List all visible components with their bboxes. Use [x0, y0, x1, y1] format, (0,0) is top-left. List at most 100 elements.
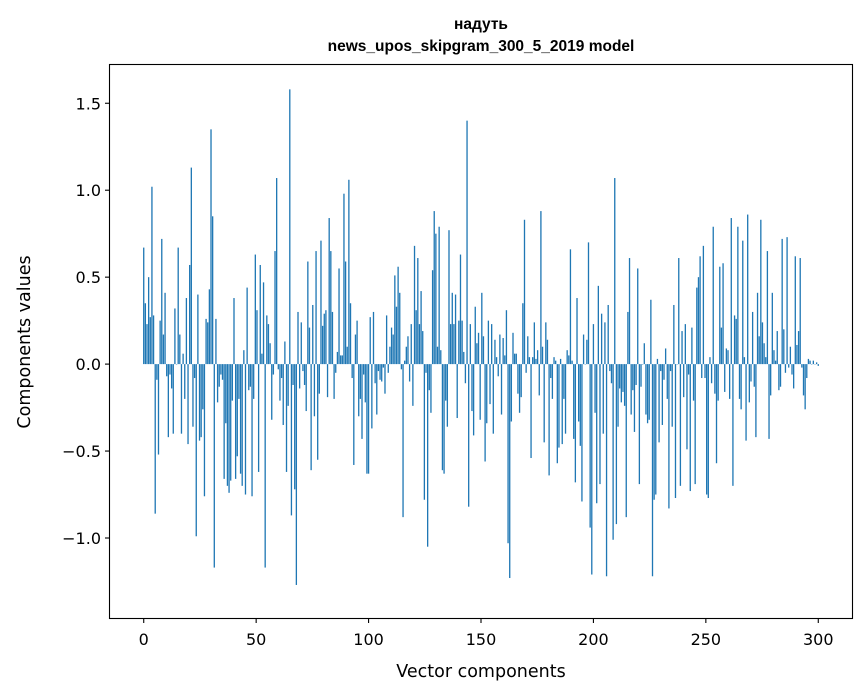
bar [374, 364, 376, 384]
bar [714, 364, 716, 394]
bar [249, 364, 252, 387]
bar [326, 364, 329, 398]
bar [697, 277, 700, 365]
bar [706, 364, 708, 495]
bar [817, 364, 819, 366]
bar [179, 334, 181, 365]
bar [658, 364, 660, 443]
bar [733, 315, 736, 365]
bar [615, 364, 618, 525]
bar [517, 364, 519, 394]
bar [610, 364, 613, 384]
bar [671, 364, 673, 427]
bar [170, 364, 173, 389]
bar [477, 332, 480, 365]
bar [612, 364, 614, 540]
bar [704, 364, 706, 379]
bar [215, 318, 217, 365]
bar [530, 364, 532, 459]
bar [701, 364, 703, 379]
bar [573, 364, 575, 439]
bar [653, 364, 655, 500]
bar [269, 343, 271, 365]
bar [451, 292, 453, 365]
bar [640, 364, 642, 387]
bar [402, 364, 404, 518]
bar [271, 364, 273, 420]
bar [146, 324, 148, 365]
bar [253, 364, 255, 399]
bar [748, 364, 750, 403]
bar [349, 303, 352, 365]
bar [623, 364, 626, 406]
bar [197, 294, 199, 365]
bar [622, 364, 624, 392]
bar [295, 364, 298, 585]
bar [205, 318, 207, 365]
bar [330, 251, 332, 365]
bar [664, 348, 667, 365]
bar [578, 364, 580, 422]
bar [687, 364, 690, 375]
bar [594, 364, 596, 413]
bar [243, 350, 245, 365]
bar [683, 364, 685, 398]
bar [376, 364, 378, 415]
bar [384, 364, 386, 394]
bar [600, 313, 603, 365]
bar [479, 364, 481, 420]
bar [212, 216, 214, 365]
bar [763, 343, 765, 365]
bar [190, 167, 192, 365]
bar [628, 258, 631, 365]
bar [147, 277, 150, 365]
bar [387, 364, 389, 373]
bar [300, 322, 302, 365]
bar [558, 364, 560, 448]
bar [317, 364, 319, 460]
bar [696, 287, 698, 365]
bar [505, 310, 508, 365]
y-tick-label: 0.0 [76, 355, 101, 374]
bar [807, 358, 810, 365]
bar [446, 364, 449, 427]
bar [193, 364, 196, 379]
bar [702, 245, 705, 365]
bar [574, 364, 577, 483]
bar [527, 336, 529, 365]
x-tick-label: 150 [466, 630, 497, 649]
bar [272, 364, 275, 375]
bar [509, 364, 511, 579]
bar [715, 364, 718, 464]
bar [356, 320, 358, 365]
bar [246, 287, 248, 365]
bar [582, 334, 585, 365]
bar [328, 218, 330, 365]
bar [487, 320, 490, 365]
bar [742, 240, 744, 365]
bar [586, 339, 588, 365]
bar [793, 364, 795, 389]
bar [313, 364, 316, 417]
bar [786, 237, 788, 365]
bar [791, 364, 793, 375]
bar [323, 313, 325, 365]
bar [282, 364, 284, 425]
x-tick-label: 300 [803, 630, 834, 649]
bar [776, 331, 778, 365]
bar [758, 336, 760, 365]
bar [363, 364, 365, 375]
bar [627, 311, 629, 365]
bar [308, 327, 311, 365]
bar [619, 364, 621, 389]
bar [320, 240, 322, 365]
bar [382, 364, 384, 368]
bar [458, 320, 460, 365]
bar [471, 364, 473, 412]
bar [599, 364, 601, 485]
bar [385, 315, 388, 365]
bar [674, 364, 677, 499]
bar [591, 364, 593, 575]
bar [756, 292, 759, 365]
bar [546, 339, 549, 365]
